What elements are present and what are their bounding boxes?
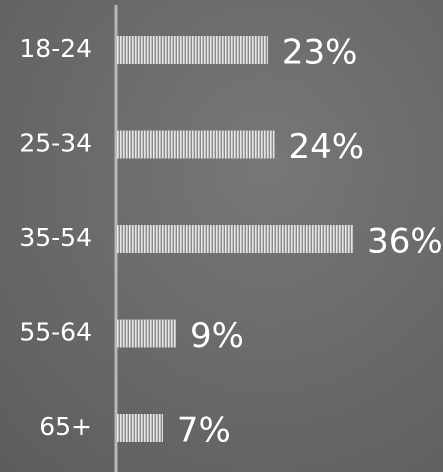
category-label: 65+ xyxy=(39,412,92,441)
bar xyxy=(117,225,354,253)
category-label: 35-54 xyxy=(19,223,92,252)
bar xyxy=(117,319,177,348)
value-label: 24% xyxy=(288,127,364,167)
category-label: 25-34 xyxy=(19,129,92,158)
value-label: 23% xyxy=(282,33,358,73)
category-label: 18-24 xyxy=(19,34,92,63)
value-label: 7% xyxy=(177,411,231,451)
value-label: 9% xyxy=(190,316,244,356)
bar xyxy=(117,414,163,442)
bar xyxy=(117,130,275,159)
bar xyxy=(117,36,268,64)
value-label: 36% xyxy=(367,222,443,262)
category-label: 55-64 xyxy=(19,318,92,347)
